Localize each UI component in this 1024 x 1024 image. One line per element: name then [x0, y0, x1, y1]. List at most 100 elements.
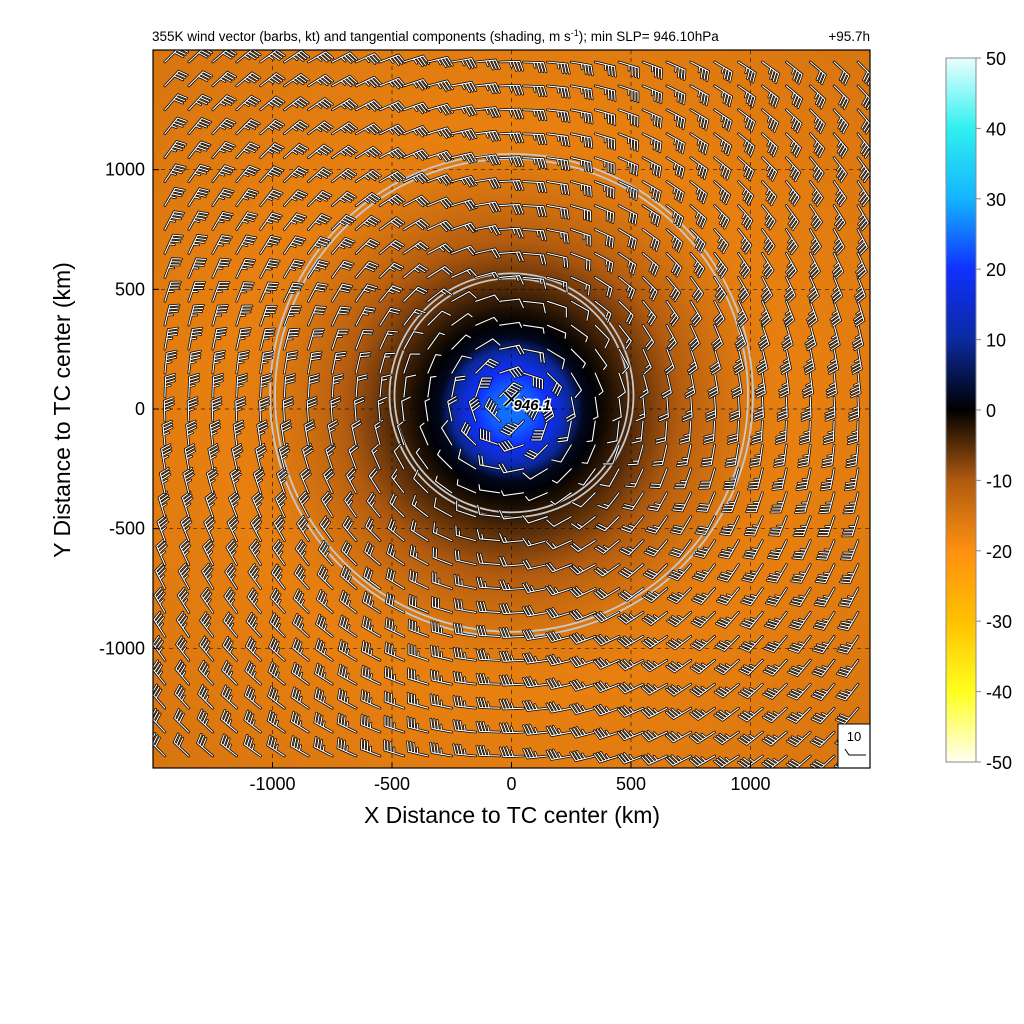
wind-barb	[815, 564, 835, 584]
wind-barb	[188, 188, 210, 207]
wind-barb	[620, 516, 644, 533]
wind-barb	[833, 61, 850, 85]
wind-barb	[475, 271, 501, 281]
wind-barb	[522, 109, 547, 121]
wind-barb	[857, 157, 870, 183]
wind-barb	[522, 653, 548, 664]
wind-barb	[738, 755, 763, 768]
center-x-mark	[503, 391, 520, 407]
wind-barb	[220, 709, 238, 733]
wind-barb	[427, 288, 453, 302]
wind-barb	[318, 540, 333, 566]
wind-barb	[451, 291, 477, 302]
wind-barb	[331, 237, 355, 254]
wind-barb	[221, 661, 238, 685]
wind-barb	[714, 731, 740, 745]
colorbar-tick-label: 40	[986, 119, 1006, 139]
wind-barb	[690, 707, 716, 720]
wind-barb	[679, 420, 692, 444]
wind-barb	[331, 52, 358, 63]
wind-barb	[809, 85, 826, 109]
wind-barb	[802, 372, 814, 398]
colorbar-tick-label: 20	[986, 260, 1006, 280]
wind-barb	[295, 540, 309, 566]
wind-barb	[499, 275, 524, 285]
wind-barb	[260, 189, 283, 207]
wind-barb	[809, 109, 825, 134]
chart-title-superscript: -1	[571, 28, 579, 38]
wind-barb	[809, 228, 822, 255]
wind-barb	[823, 420, 835, 445]
y-tick-label: 0	[135, 399, 145, 419]
wind-barb	[666, 205, 684, 228]
wind-barb	[413, 469, 429, 494]
wind-barb	[570, 157, 593, 173]
wind-barb	[546, 516, 572, 527]
wind-barb	[403, 331, 424, 350]
wind-barb	[720, 516, 740, 536]
wind-barb	[331, 374, 344, 398]
wind-barb	[627, 444, 644, 466]
wind-barb	[260, 351, 274, 374]
wind-barb	[857, 205, 869, 231]
wind-barb	[729, 396, 741, 422]
wind-barb	[176, 636, 190, 661]
wind-barb	[184, 444, 196, 470]
wind-barb	[838, 611, 859, 631]
wind-barb	[785, 133, 802, 157]
wind-barb	[364, 542, 381, 566]
wind-barb	[819, 492, 835, 514]
wind-barb	[407, 741, 429, 757]
wind-barb	[339, 590, 357, 613]
wind-barb	[391, 468, 405, 494]
wind-barb	[618, 85, 639, 103]
wind-barb	[498, 463, 525, 474]
wind-barb	[355, 261, 379, 278]
wind-barb	[430, 645, 453, 661]
wind-barb	[408, 619, 429, 637]
wind-barb	[831, 276, 843, 303]
wind-barb	[550, 492, 572, 505]
reference-label: 10	[847, 729, 861, 744]
wind-barb	[499, 723, 525, 734]
wind-barb	[690, 683, 716, 697]
wind-barb	[307, 74, 334, 87]
wind-barb	[594, 564, 620, 577]
wind-barb	[546, 300, 567, 318]
wind-barb	[522, 181, 547, 193]
wind-barb	[188, 141, 211, 159]
wind-barb	[282, 396, 294, 422]
wind-barb	[546, 702, 572, 713]
wind-barb	[602, 444, 620, 465]
wind-barb	[570, 348, 586, 369]
wind-barb	[331, 122, 357, 135]
wind-barb	[314, 688, 333, 709]
wind-barb	[355, 123, 382, 135]
wind-barb	[857, 61, 870, 86]
wind-barb	[594, 324, 610, 349]
wind-barb	[188, 117, 212, 135]
wind-barb	[475, 377, 493, 398]
wind-barb	[447, 396, 458, 422]
wind-barb	[772, 468, 787, 490]
wind-barb	[175, 660, 190, 685]
wind-barb	[814, 587, 835, 607]
wind-barb	[793, 516, 811, 537]
wind-barb	[618, 300, 634, 325]
wind-barb	[267, 710, 285, 733]
wind-barb	[236, 258, 256, 278]
wind-barb	[570, 324, 589, 343]
x-tick-label: 1000	[730, 774, 770, 794]
wind-barb	[690, 276, 704, 302]
wind-barb	[706, 396, 717, 422]
wind-barb	[843, 492, 859, 514]
wind-barb	[451, 199, 477, 211]
wind-barb	[153, 635, 166, 661]
wind-barb	[188, 304, 204, 326]
wind-barb	[522, 605, 548, 617]
wind-barb	[812, 635, 835, 654]
wind-barb	[618, 324, 632, 350]
wind-barb	[785, 61, 803, 84]
wind-barb	[283, 259, 305, 278]
wind-barb	[714, 181, 731, 205]
